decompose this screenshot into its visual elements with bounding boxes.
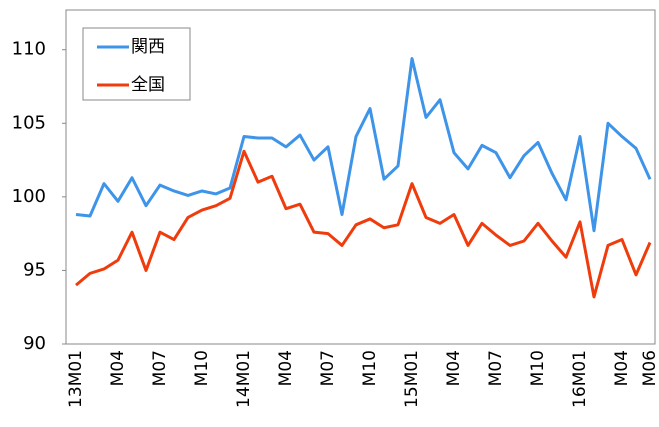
x-tick-label: M07 — [150, 350, 170, 386]
x-tick-label: M04 — [276, 350, 296, 386]
x-tick-label: M06 — [640, 350, 659, 386]
y-tick-label: 110 — [12, 39, 46, 60]
x-tick-label: 13M01 — [66, 350, 86, 408]
x-tick-label: M10 — [360, 350, 380, 386]
y-tick-label: 90 — [23, 333, 46, 354]
legend-box — [82, 27, 191, 101]
legend-label: 関西 — [131, 37, 165, 57]
x-tick-label: 16M01 — [570, 350, 590, 408]
x-tick-label: M04 — [444, 350, 464, 386]
x-tick-label: M10 — [528, 350, 548, 386]
x-tick-label: M07 — [486, 350, 506, 386]
y-tick-label: 95 — [23, 259, 46, 280]
line-series — [75, 149, 652, 299]
legend-label: 全国 — [131, 75, 165, 95]
x-tick-label: M04 — [612, 350, 632, 386]
x-tick-label: M10 — [192, 350, 212, 386]
line-series — [75, 57, 652, 233]
x-tick-label: 14M01 — [234, 350, 254, 408]
x-tick-label: M04 — [108, 350, 128, 386]
y-tick-label: 105 — [12, 112, 46, 133]
plot-frame — [65, 9, 656, 345]
x-tick-label: M07 — [318, 350, 338, 386]
y-tick-label: 100 — [12, 186, 46, 207]
x-tick-label: 15M01 — [402, 350, 422, 408]
